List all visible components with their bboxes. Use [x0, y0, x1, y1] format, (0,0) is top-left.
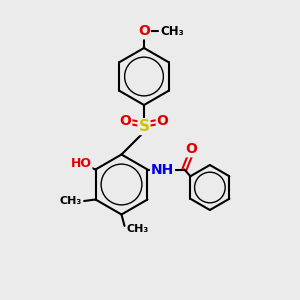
Text: CH₃: CH₃ — [60, 196, 82, 206]
Text: CH₃: CH₃ — [127, 224, 149, 235]
Text: O: O — [157, 114, 169, 128]
Text: CH₃: CH₃ — [160, 25, 184, 38]
Text: O: O — [185, 142, 197, 156]
Text: NH: NH — [151, 163, 174, 176]
Text: HO: HO — [70, 157, 92, 170]
Text: O: O — [119, 114, 131, 128]
Text: S: S — [139, 119, 149, 134]
Text: O: O — [138, 25, 150, 38]
